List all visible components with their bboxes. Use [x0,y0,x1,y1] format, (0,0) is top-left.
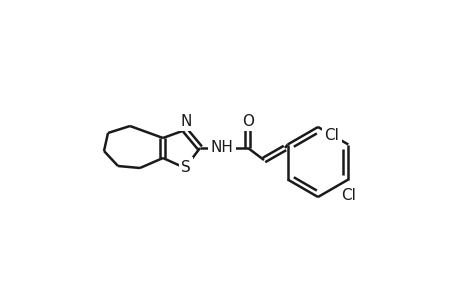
Text: NH: NH [210,140,233,155]
Text: Cl: Cl [324,128,339,142]
Text: O: O [241,113,253,128]
Text: S: S [181,160,190,175]
Text: N: N [180,113,191,128]
Text: Cl: Cl [340,188,355,203]
